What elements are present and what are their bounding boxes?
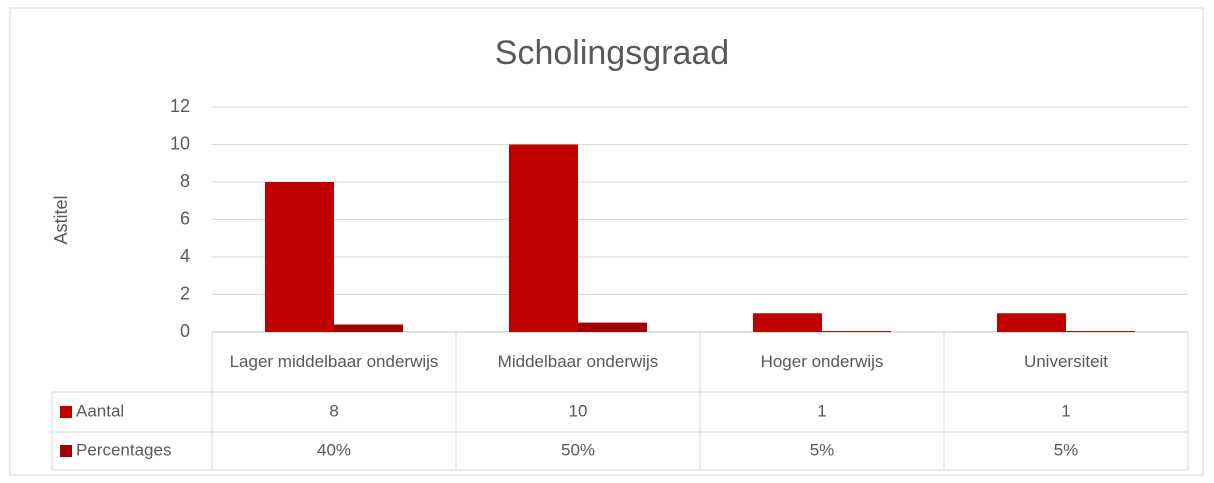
bar	[509, 144, 578, 332]
table-value: 50%	[561, 440, 595, 459]
table-value: 5%	[1054, 440, 1079, 459]
category-label: Middelbaar onderwijs	[497, 351, 659, 371]
y-axis-title: Astitel	[51, 195, 71, 244]
table-value: 1	[1061, 401, 1070, 420]
table-value: 1	[817, 401, 826, 420]
y-tick-label: 6	[180, 208, 190, 228]
y-tick-label: 12	[170, 96, 190, 116]
table-value: 8	[329, 401, 338, 420]
y-tick-label: 10	[170, 133, 190, 153]
bar	[334, 324, 403, 332]
legend-swatch	[60, 445, 72, 457]
table-value: 40%	[317, 440, 351, 459]
category-label: Universiteit	[1023, 351, 1109, 371]
category-label: Hoger onderwijs	[760, 351, 884, 371]
bar	[265, 182, 334, 332]
bar	[753, 313, 822, 332]
legend-swatch	[60, 406, 72, 418]
legend-label: Percentages	[76, 440, 171, 459]
table-value: 5%	[810, 440, 835, 459]
category-label: Lager middelbaar onderwijs	[229, 351, 439, 371]
bar	[578, 322, 647, 332]
y-tick-label: 8	[180, 171, 190, 191]
bar	[1066, 331, 1135, 332]
y-tick-label: 0	[180, 321, 190, 341]
table-value: 10	[569, 401, 588, 420]
bar	[822, 331, 891, 332]
bar	[997, 313, 1066, 332]
chart-border	[9, 7, 1204, 476]
legend-label: Aantal	[76, 401, 124, 420]
y-tick-label: 4	[180, 246, 190, 266]
chart-title: Scholingsgraad	[495, 34, 729, 72]
y-tick-label: 2	[180, 283, 190, 303]
